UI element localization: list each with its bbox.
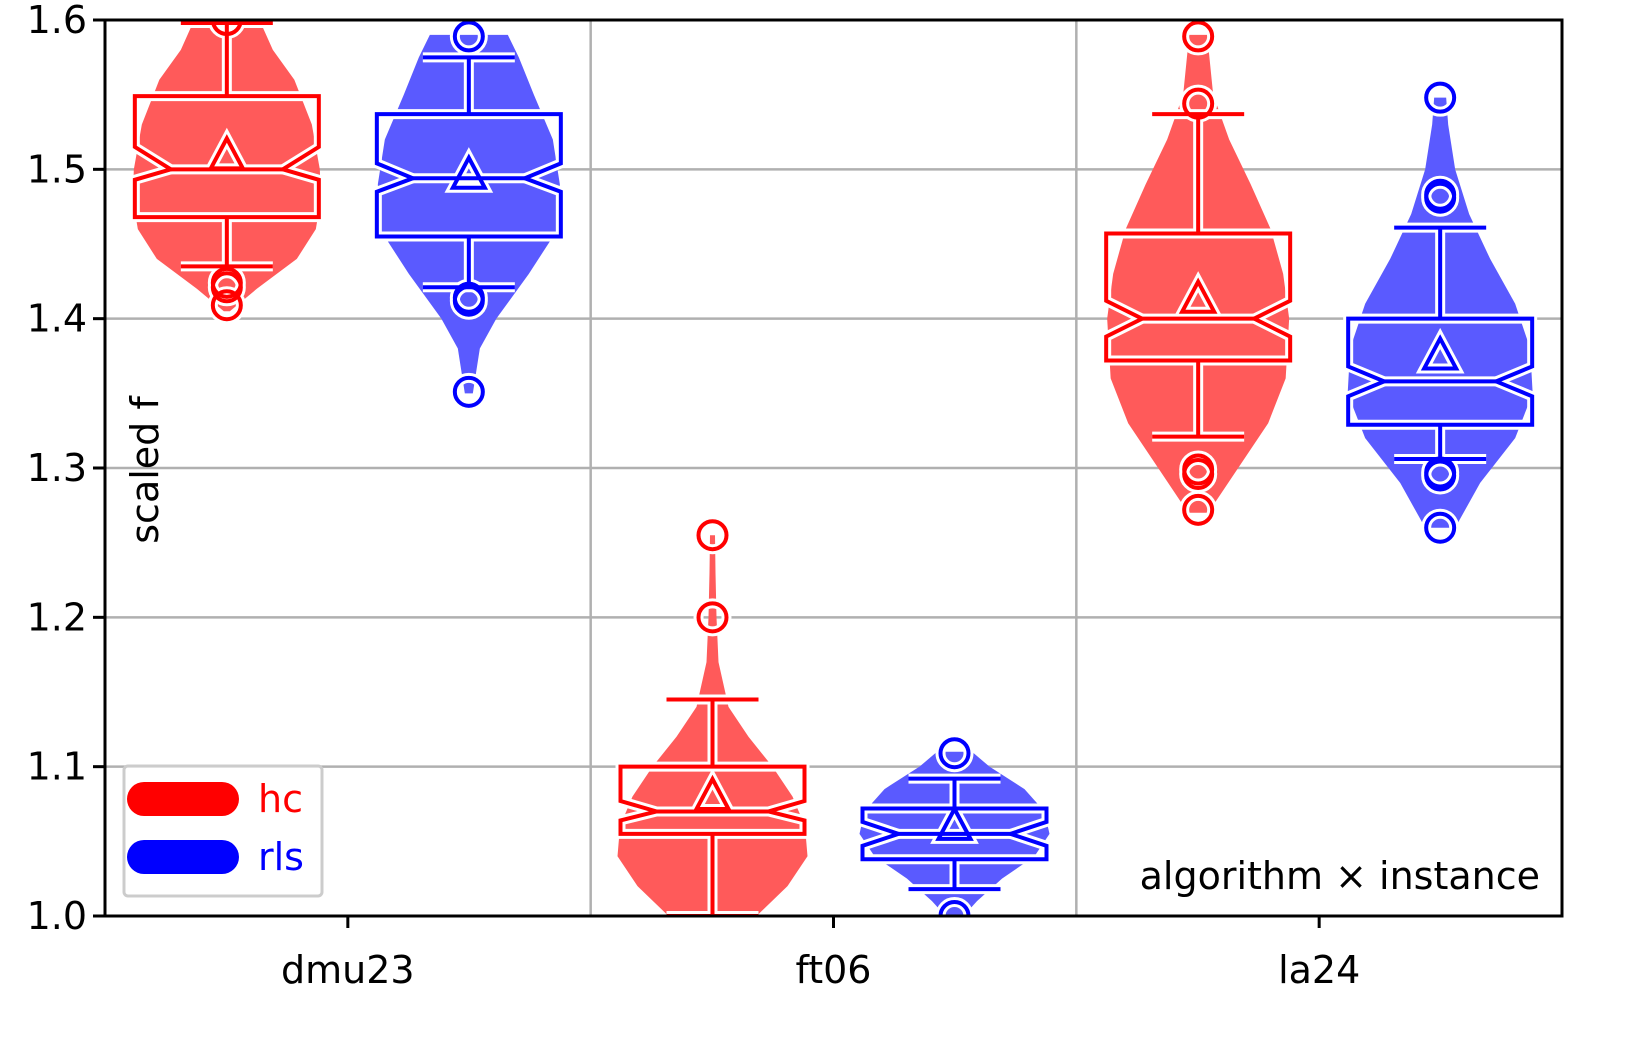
outlier-point-rls xyxy=(938,900,971,916)
outlier-point-rls xyxy=(1424,181,1457,214)
outlier-point-rls xyxy=(452,284,485,317)
outlier-point-rls xyxy=(452,375,485,408)
x-tick-label-ft06: ft06 xyxy=(796,948,872,992)
y-tick-label: 1.2 xyxy=(27,595,87,639)
legend-label-rls: rls xyxy=(258,835,304,879)
group-hc-dmu23 xyxy=(129,20,324,325)
outlier-point-hc xyxy=(696,519,729,552)
mean-marker-hc xyxy=(1178,277,1218,314)
y-tick-label: 1.1 xyxy=(27,745,87,789)
y-axis-label: scaled f xyxy=(123,395,167,544)
chart-annotation: algorithm × instance xyxy=(1140,854,1540,898)
outlier-point-rls xyxy=(938,737,971,770)
box-hc xyxy=(618,764,807,836)
outlier-point-rls xyxy=(452,20,485,53)
y-tick-label: 1.5 xyxy=(27,147,87,191)
box-hc xyxy=(132,94,321,220)
outlier-point-hc xyxy=(1182,87,1215,120)
group-rls-ft06 xyxy=(857,734,1052,916)
mean-marker-rls xyxy=(935,804,974,841)
box-rls xyxy=(1346,316,1535,427)
plot-area xyxy=(129,20,1538,916)
outlier-point-rls xyxy=(1424,459,1457,492)
legend: hc rls xyxy=(122,764,324,898)
x-tick-label-dmu23: dmu23 xyxy=(281,948,415,992)
outlier-point-hc xyxy=(210,289,243,322)
y-tick-label: 1.0 xyxy=(27,894,87,938)
outlier-point-hc xyxy=(696,601,729,634)
mean-marker-rls xyxy=(449,153,489,190)
legend-label-hc: hc xyxy=(258,777,303,821)
outlier-point-rls xyxy=(1424,511,1457,544)
outlier-point-hc xyxy=(1182,493,1215,526)
outlier-point-rls xyxy=(1424,81,1457,114)
outlier-point-hc xyxy=(1182,20,1215,53)
group-rls-dmu23 xyxy=(371,20,566,411)
y-tick-label: 1.3 xyxy=(27,446,87,490)
group-hc-la24 xyxy=(1101,20,1296,529)
group-hc-ft06 xyxy=(615,516,810,916)
outlier-point-hc xyxy=(210,271,243,304)
y-tick-label: 1.4 xyxy=(27,297,87,341)
axes: 1.0 1.1 1.2 1.3 1.4 1.5 1.6 dmu23 ft06 la24 xyxy=(27,0,1361,992)
outlier-point-hc xyxy=(210,20,243,36)
box-rls xyxy=(860,806,1049,862)
y-tick-label: 1.6 xyxy=(27,0,87,42)
mean-marker-hc xyxy=(207,134,247,171)
group-rls-la24 xyxy=(1343,78,1538,547)
box-rls xyxy=(374,112,563,239)
mean-marker-rls xyxy=(1420,334,1460,371)
outlier-point-hc xyxy=(1182,457,1215,490)
mean-marker-hc xyxy=(693,774,732,812)
x-tick-label-la24: la24 xyxy=(1278,948,1360,992)
plot-clip-group xyxy=(129,20,1538,916)
violin-rls-dmu23 xyxy=(377,34,560,394)
grid-lines xyxy=(105,20,1562,916)
box-hc xyxy=(1104,231,1293,363)
